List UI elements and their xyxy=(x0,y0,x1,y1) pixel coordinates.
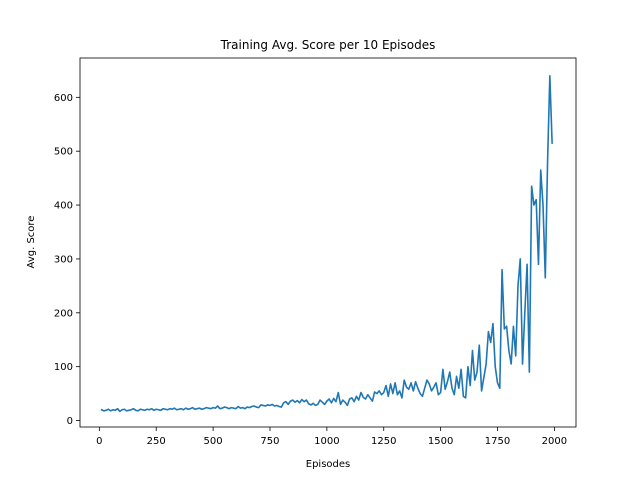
series-line-1 xyxy=(100,74,553,413)
y-tick-label: 500 xyxy=(54,147,73,158)
chart-title: Training Avg. Score per 10 Episodes xyxy=(220,38,436,52)
x-tick-label: 750 xyxy=(260,436,279,447)
y-tick-label: 0 xyxy=(67,416,73,427)
x-axis-label: Episodes xyxy=(306,459,350,470)
y-tick-label: 400 xyxy=(54,201,73,212)
x-tick-label: 250 xyxy=(147,436,166,447)
x-tick-label: 0 xyxy=(96,436,102,447)
x-tick-label: 1500 xyxy=(428,436,453,447)
x-tick-label: 2000 xyxy=(542,436,567,447)
y-tick-label: 600 xyxy=(54,93,73,104)
y-tick-label: 200 xyxy=(54,308,73,319)
y-axis-label: Avg. Score xyxy=(26,216,37,269)
y-tick-label: 100 xyxy=(54,362,73,373)
x-tick-label: 500 xyxy=(204,436,223,447)
x-tick-label: 1000 xyxy=(314,436,339,447)
axes-frame xyxy=(79,57,577,428)
x-tick-label: 1250 xyxy=(371,436,396,447)
y-tick-label: 300 xyxy=(54,254,73,265)
x-tick-label: 1750 xyxy=(485,436,510,447)
plot-area: 0 250 500 750 1000 1250 1500 1750 2000 0 100 200 300… xyxy=(54,57,577,447)
